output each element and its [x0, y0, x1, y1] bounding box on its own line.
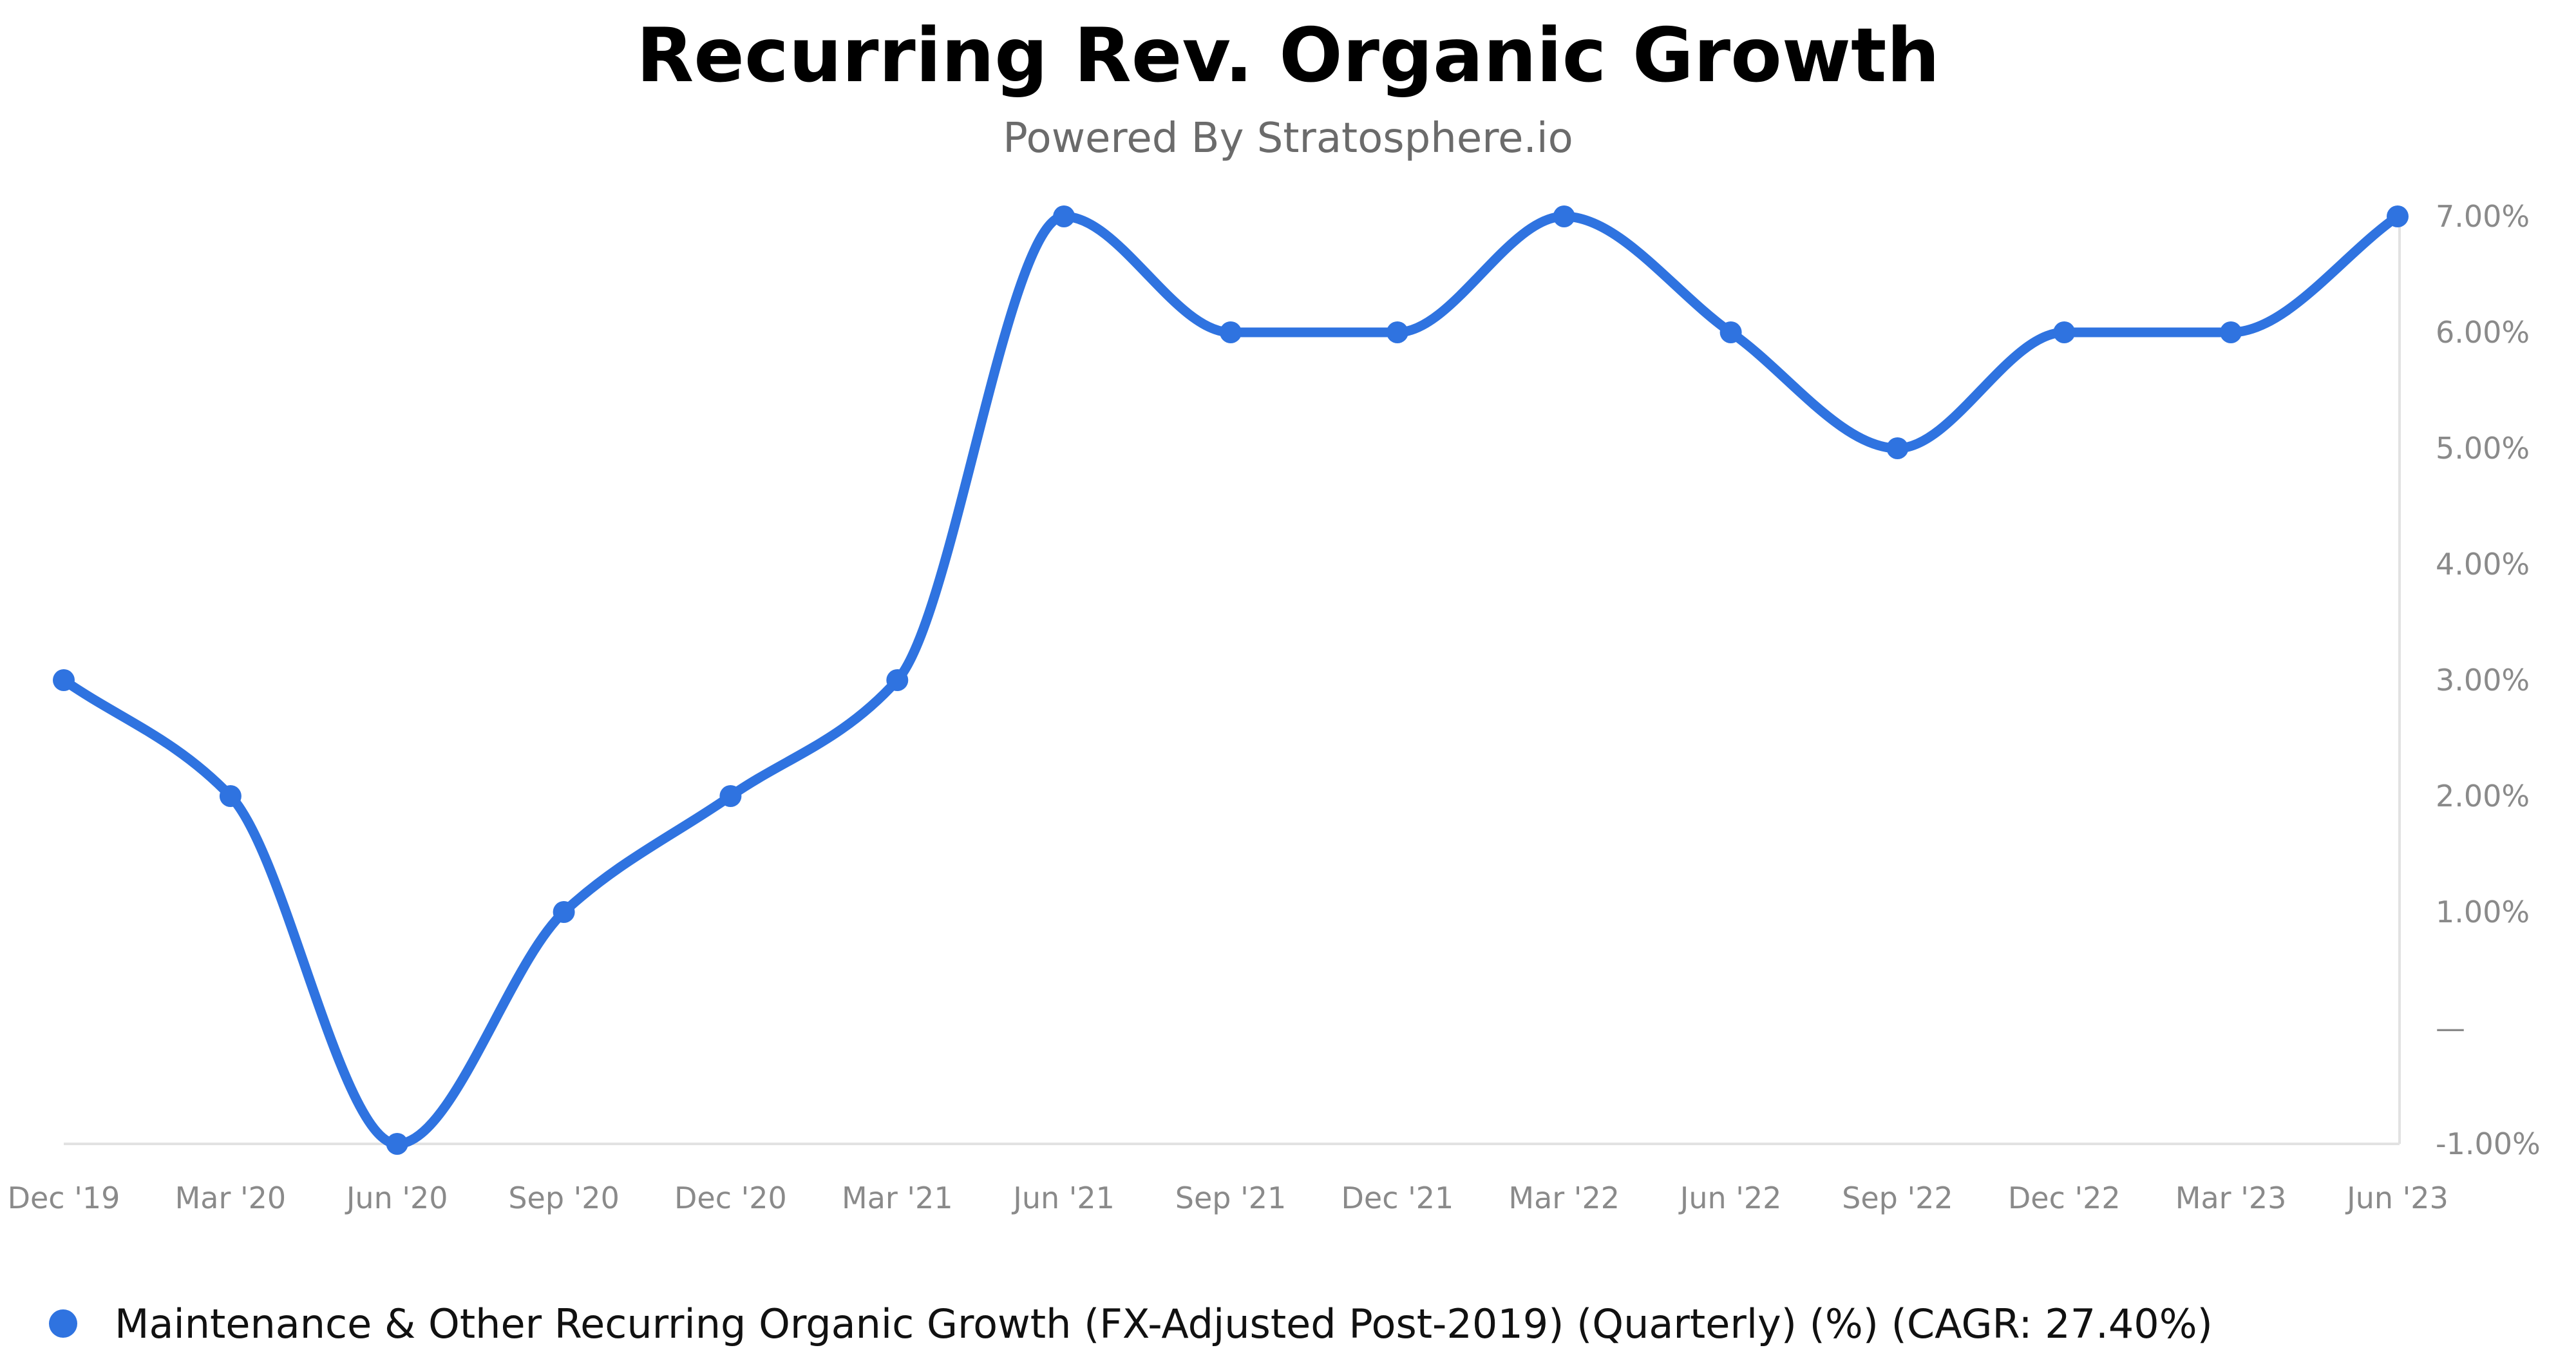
data-point-0[interactable] — [53, 669, 75, 691]
x-tick-label: Mar '20 — [175, 1181, 287, 1215]
legend[interactable]: Maintenance & Other Recurring Organic Gr… — [49, 1295, 2213, 1353]
legend-marker — [49, 1309, 77, 1338]
series-line-group — [59, 211, 2403, 1149]
y-tick-label: 2.00% — [2436, 779, 2530, 813]
series-line — [59, 211, 2403, 1149]
data-point-2[interactable] — [386, 1133, 408, 1155]
data-point-1[interactable] — [219, 785, 242, 807]
x-tick-label: Mar '23 — [2175, 1181, 2287, 1215]
data-point-7[interactable] — [1220, 321, 1242, 343]
data-point-4[interactable] — [719, 785, 742, 807]
y-tick-label: 6.00% — [2436, 315, 2530, 350]
x-tick-label: Jun '23 — [2345, 1181, 2448, 1215]
data-point-3[interactable] — [553, 901, 575, 923]
data-point-11[interactable] — [1886, 437, 1909, 459]
data-point-12[interactable] — [2053, 321, 2076, 343]
y-tick-label: 3.00% — [2436, 663, 2530, 698]
data-points-group — [53, 205, 2409, 1155]
x-tick-label: Dec '21 — [1341, 1181, 1454, 1215]
x-tick-label: Dec '22 — [2008, 1181, 2121, 1215]
x-tick-label: Jun '22 — [1678, 1181, 1782, 1215]
x-tick-label: Sep '20 — [508, 1181, 620, 1215]
data-point-13[interactable] — [2220, 321, 2242, 343]
data-point-8[interactable] — [1386, 321, 1408, 343]
y-tick-label: 1.00% — [2436, 895, 2530, 929]
x-tick-labels: Dec '19 Mar '20 Jun '20 Sep '20 Dec '20 Mar '… — [8, 1181, 2448, 1215]
x-tick-label: Sep '21 — [1175, 1181, 1287, 1215]
x-tick-label: Jun '20 — [345, 1181, 448, 1215]
x-tick-label: Mar '21 — [842, 1181, 953, 1215]
y-tick-labels: 7.00% 6.00% 5.00% 4.00% 3.00% 2.00% 1.00% — -1.0… — [2436, 199, 2541, 1161]
legend-label: Maintenance & Other Recurring Organic Gr… — [115, 1300, 2213, 1347]
y-tick-label: 5.00% — [2436, 431, 2530, 466]
y-tick-label: 4.00% — [2436, 547, 2530, 582]
x-tick-label: Jun '21 — [1011, 1181, 1115, 1215]
y-tick-label: — — [2436, 1011, 2465, 1045]
axes-group — [64, 210, 2401, 1145]
x-tick-label: Mar '22 — [1508, 1181, 1620, 1215]
data-point-6[interactable] — [1053, 205, 1075, 227]
chart-title: Recurring Rev. Organic Growth — [636, 12, 1940, 99]
x-tick-label: Dec '19 — [8, 1181, 120, 1215]
y-tick-label: -1.00% — [2436, 1126, 2541, 1161]
data-point-5[interactable] — [886, 669, 909, 691]
data-point-10[interactable] — [1719, 321, 1742, 343]
chart-subtitle: Powered By Stratosphere.io — [1003, 115, 1573, 162]
x-tick-label: Dec '20 — [674, 1181, 787, 1215]
y-tick-label: 7.00% — [2436, 199, 2530, 234]
x-tick-label: Sep '22 — [1842, 1181, 1953, 1215]
data-point-14[interactable] — [2387, 205, 2409, 227]
data-point-9[interactable] — [1553, 205, 1575, 227]
